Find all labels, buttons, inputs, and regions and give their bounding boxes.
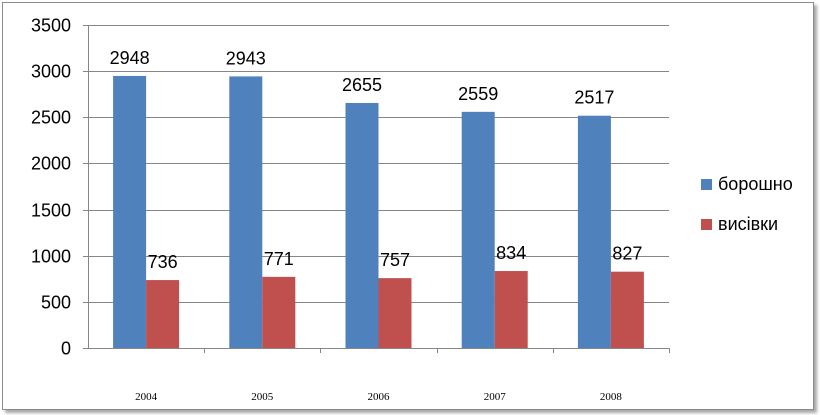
- x-tick-label-2006: 2006: [368, 391, 391, 403]
- data-label-flour-2006: 2655: [342, 75, 382, 95]
- bar-flour-2005: [229, 76, 263, 349]
- y-tick-label: 2500: [31, 108, 71, 128]
- data-label-flour-2008: 2517: [574, 88, 614, 108]
- y-tick-label: 3000: [31, 62, 71, 82]
- y-tick-label: 1000: [31, 247, 71, 267]
- y-tick-labels: 0 500 1000 1500 2000 2500 3000 3500: [31, 16, 71, 359]
- legend-label-flour: борошно: [718, 174, 793, 194]
- x-tick-label-2004: 2004: [135, 391, 158, 403]
- bar-flour-2004: [113, 75, 147, 348]
- bar-bran-2006: [378, 278, 412, 348]
- bar-flour-2006: [345, 102, 379, 348]
- y-tick-label: 3500: [31, 16, 71, 36]
- y-tick-label: 500: [41, 293, 71, 313]
- data-label-flour-2005: 2943: [226, 48, 266, 68]
- bar-bran-2008: [610, 271, 644, 348]
- x-tick-labels: 2004 2005 2006 2007 2008: [135, 391, 622, 403]
- data-label-flour-2004: 2948: [110, 48, 150, 68]
- bar-flour-2007: [461, 111, 495, 349]
- legend-label-bran: висівки: [718, 214, 778, 234]
- y-tick-label: 0: [61, 339, 71, 359]
- data-labels: 2948 736 2943 771 2655 757 2559 834 2517 827: [110, 48, 643, 272]
- bar-flour-2008: [577, 115, 611, 348]
- bar-chart: 0 500 1000 1500 2000 2500 3000 3500 2948 736 2943…: [31, 16, 793, 404]
- data-label-flour-2007: 2559: [458, 84, 498, 104]
- bar-bran-2005: [262, 276, 296, 348]
- legend-swatch-bran: [701, 219, 712, 230]
- data-label-bran-2005: 771: [264, 249, 294, 269]
- data-label-bran-2006: 757: [380, 250, 410, 270]
- legend: борошно висівки: [701, 174, 793, 234]
- data-label-bran-2008: 827: [612, 244, 642, 264]
- bar-bran-2007: [494, 271, 528, 348]
- data-label-bran-2007: 834: [496, 243, 526, 263]
- axes: [83, 25, 670, 353]
- y-tick-label: 1500: [31, 201, 71, 221]
- bars: [113, 75, 644, 349]
- chart-frame: 0 500 1000 1500 2000 2500 3000 3500 2948 736 2943…: [2, 2, 814, 410]
- bar-bran-2004: [146, 280, 180, 348]
- legend-swatch-flour: [701, 179, 712, 190]
- y-tick-label: 2000: [31, 154, 71, 174]
- data-label-bran-2004: 736: [148, 252, 178, 272]
- x-tick-label-2005: 2005: [251, 391, 274, 403]
- x-tick-label-2007: 2007: [484, 391, 507, 403]
- x-tick-label-2008: 2008: [600, 391, 623, 403]
